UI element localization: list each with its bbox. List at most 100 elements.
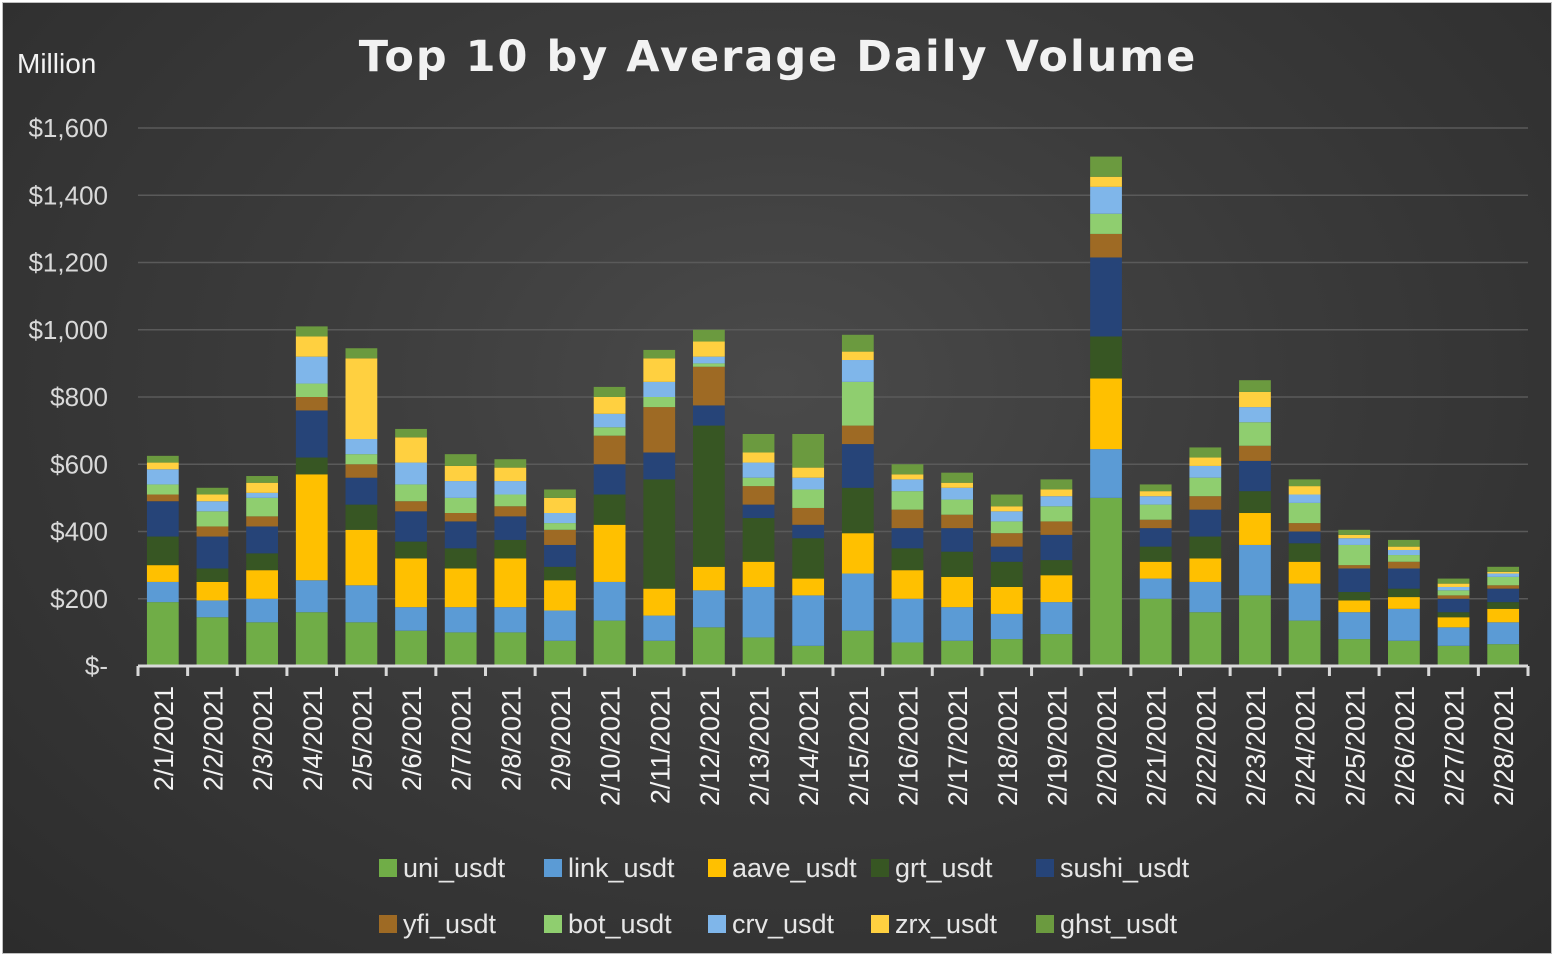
legend-swatch (1036, 915, 1054, 933)
bar-segment-crv_usdt (742, 462, 775, 478)
bar-segment-crv_usdt (1437, 586, 1470, 591)
legend-item-link_usdt: link_usdt (544, 853, 675, 883)
bar-segment-crv_usdt (444, 481, 477, 498)
bar-segment-link_usdt (742, 586, 775, 638)
bar-segment-link_usdt (1189, 581, 1222, 613)
bar-segment-yfi_usdt (1189, 496, 1222, 510)
bar-segment-zrx_usdt (345, 358, 378, 440)
bar-segment-ghst_usdt (395, 428, 427, 438)
bar-segment-sushi_usdt (494, 516, 527, 540)
bar-segment-aave_usdt (494, 558, 527, 608)
bar-segment-uni_usdt (891, 642, 924, 666)
bar-segment-crv_usdt (643, 381, 676, 397)
legend-swatch (379, 859, 397, 877)
bar-segment-link_usdt (1437, 627, 1470, 646)
bar-segment-uni_usdt (990, 639, 1023, 666)
bar-segment-bot_usdt (1239, 422, 1271, 446)
y-axis-ticks: $1,600 $1,400 $1,200 $1,000 $800 $600 $400 $200… (28, 113, 108, 681)
bar-segment-grt_usdt (146, 536, 179, 566)
bar-segment-aave_usdt (742, 561, 775, 587)
bar-segment-zrx_usdt (990, 506, 1023, 512)
bar-segment-zrx_usdt (1388, 546, 1420, 550)
bar-segment-link_usdt (990, 613, 1023, 640)
bar-segment-yfi_usdt (146, 494, 179, 502)
bar-segment-uni_usdt (941, 640, 973, 666)
bar-segment-link_usdt (1090, 449, 1122, 498)
bar-segment-uni_usdt (693, 627, 725, 666)
bar-segment-sushi_usdt (444, 521, 477, 549)
bar-segment-grt_usdt (1040, 560, 1073, 576)
bar-segment-bot_usdt (742, 477, 775, 487)
bar-segment-bot_usdt (1487, 576, 1520, 586)
legend-swatch (1036, 859, 1054, 877)
bar-segment-bot_usdt (1139, 504, 1172, 520)
bar-segment-yfi_usdt (1040, 521, 1073, 535)
legend-item-zrx_usdt: zrx_usdt (871, 909, 998, 939)
x-tick-label: 2/11/2021 (645, 686, 675, 804)
bar-segment-bot_usdt (1189, 477, 1222, 497)
bar-segment-grt_usdt (841, 487, 874, 534)
bar-segment-aave_usdt (841, 533, 874, 574)
bar-segment-crv_usdt (1487, 573, 1520, 577)
bar-segment-sushi_usdt (1189, 509, 1222, 537)
bar-segment-bot_usdt (1288, 502, 1321, 524)
bar-segment-link_usdt (1239, 544, 1271, 596)
bar-segment-zrx_usdt (1437, 583, 1470, 587)
bar-segment-uni_usdt (345, 622, 378, 666)
bar-segment-bot_usdt (693, 363, 725, 367)
bar-segment-ghst_usdt (494, 459, 527, 468)
bar-stack (246, 476, 278, 666)
legend: uni_usdt link_usdt aave_usdt grt_usdt sushi_… (379, 853, 1190, 939)
legend-label: link_usdt (568, 853, 675, 883)
bar-segment-grt_usdt (1338, 592, 1371, 601)
bar-segment-uni_usdt (1338, 639, 1371, 666)
bar-segment-zrx_usdt (792, 467, 825, 478)
bar-segment-link_usdt (643, 615, 676, 641)
bar-segment-crv_usdt (1189, 465, 1222, 478)
bar-segment-yfi_usdt (1090, 233, 1122, 258)
x-tick-label: 2/3/2021 (248, 686, 278, 791)
bar-segment-link_usdt (841, 573, 874, 631)
legend-swatch (544, 859, 562, 877)
bar-segment-bot_usdt (1437, 590, 1470, 596)
bar-stack (1288, 479, 1321, 666)
bar-segment-crv_usdt (146, 469, 179, 485)
bar-segment-aave_usdt (1288, 561, 1321, 584)
bar-segment-bot_usdt (1338, 544, 1371, 566)
bar-segment-zrx_usdt (1487, 571, 1520, 574)
bar-segment-zrx_usdt (494, 467, 527, 482)
bar-segment-link_usdt (146, 581, 179, 603)
bar-segment-grt_usdt (891, 548, 924, 571)
bar-segment-link_usdt (444, 607, 477, 633)
legend-item-aave_usdt: aave_usdt (708, 853, 857, 883)
bar-segment-bot_usdt (444, 497, 477, 514)
bar-segment-aave_usdt (295, 474, 328, 581)
bar-segment-uni_usdt (1388, 640, 1420, 666)
bar-segment-bot_usdt (1040, 506, 1073, 522)
bar-segment-bot_usdt (295, 383, 328, 397)
x-axis (136, 664, 1530, 676)
bar-segment-link_usdt (1288, 583, 1321, 621)
bar-segment-aave_usdt (693, 566, 725, 591)
bar-segment-uni_usdt (792, 645, 825, 666)
bar-segment-zrx_usdt (196, 494, 229, 502)
legend-label: ghst_usdt (1060, 909, 1178, 939)
bar-segment-aave_usdt (1338, 600, 1371, 613)
bar-segment-sushi_usdt (1040, 534, 1073, 561)
legend-swatch (871, 915, 889, 933)
bar-segment-aave_usdt (1040, 575, 1073, 603)
bar-segment-uni_usdt (146, 602, 179, 666)
bar-segment-aave_usdt (1189, 558, 1222, 582)
bar-segment-ghst_usdt (841, 334, 874, 352)
bar-segment-grt_usdt (544, 566, 576, 581)
bar-segment-ghst_usdt (1288, 479, 1321, 487)
bar-segment-bot_usdt (544, 523, 576, 530)
legend-swatch (544, 915, 562, 933)
legend-label: grt_usdt (895, 853, 993, 883)
bar-segment-ghst_usdt (1239, 380, 1271, 392)
bar-segment-uni_usdt (246, 622, 278, 666)
bar-segment-grt_usdt (941, 551, 973, 577)
bar-segment-crv_usdt (1239, 407, 1271, 423)
bar-segment-crv_usdt (990, 511, 1023, 522)
bar-segment-uni_usdt (1437, 645, 1470, 666)
